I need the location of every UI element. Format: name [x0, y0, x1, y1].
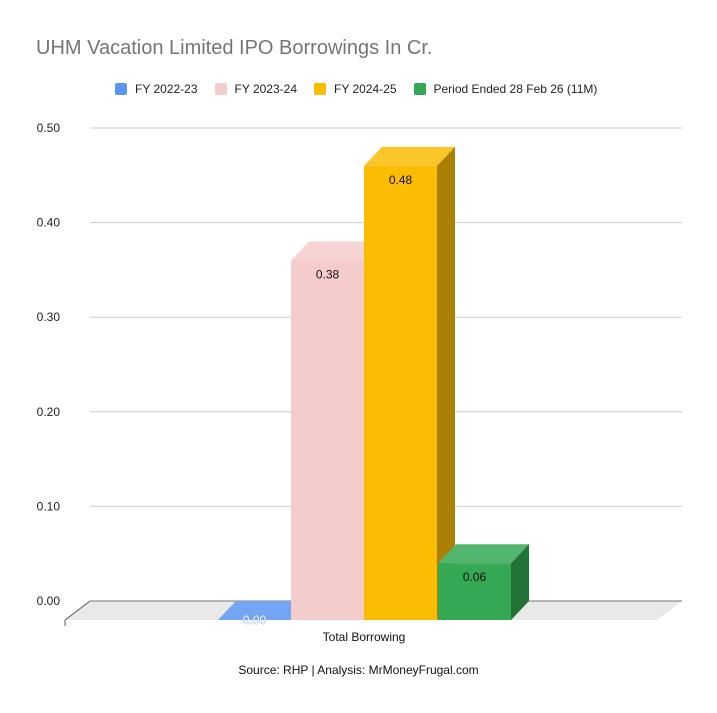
bar-1: 0.00 — [218, 601, 309, 627]
bar-top — [218, 601, 309, 620]
y-tick-label: 0.20 — [37, 405, 61, 419]
bar-top — [364, 146, 455, 166]
y-tick-label: 0.00 — [37, 594, 61, 608]
bar-front — [364, 165, 437, 621]
data-label: 0.00 — [243, 613, 267, 627]
legend-item: Period Ended 28 Feb 26 (11M) — [413, 82, 598, 96]
legend-label: FY 2022-23 — [135, 82, 198, 96]
bar-top — [291, 241, 382, 261]
legend-label: Period Ended 28 Feb 26 (11M) — [433, 82, 598, 96]
axis-line-depth — [64, 600, 91, 621]
legend-label: FY 2024-25 — [334, 82, 397, 96]
source-note: Source: RHP | Analysis: MrMoneyFrugal.co… — [238, 663, 479, 677]
y-tick-label: 0.40 — [37, 216, 61, 230]
bar-3: 0.48 — [364, 146, 455, 621]
chart-title: UHM Vacation Limited IPO Borrowings In C… — [36, 37, 433, 59]
bar-top — [438, 544, 529, 564]
legend-item: FY 2022-23 — [115, 82, 198, 96]
legend-swatch — [314, 83, 326, 95]
legend-item: FY 2023-24 — [214, 82, 298, 96]
data-label: 0.38 — [316, 268, 340, 282]
bar-4: 0.06 — [438, 544, 529, 620]
legend-swatch — [413, 83, 426, 95]
y-tick-label: 0.10 — [37, 499, 61, 513]
bar-side — [511, 544, 529, 620]
bar-front — [438, 563, 511, 620]
legend-label: FY 2023-24 — [234, 82, 298, 96]
y-tick-label: 0.50 — [37, 121, 61, 135]
x-category-label: Total Borrowing — [323, 630, 406, 644]
legend-item: FY 2024-25 — [314, 82, 397, 96]
legend: FY 2022-23 FY 2023-24 FY 2024-25 Period End… — [115, 82, 614, 96]
bar-front — [291, 260, 364, 620]
legend-swatch — [214, 83, 227, 95]
legend-swatch — [115, 83, 127, 95]
data-label: 0.06 — [463, 570, 487, 584]
y-tick-label: 0.30 — [37, 310, 61, 324]
data-label: 0.48 — [389, 173, 413, 187]
bar-side — [437, 146, 455, 621]
